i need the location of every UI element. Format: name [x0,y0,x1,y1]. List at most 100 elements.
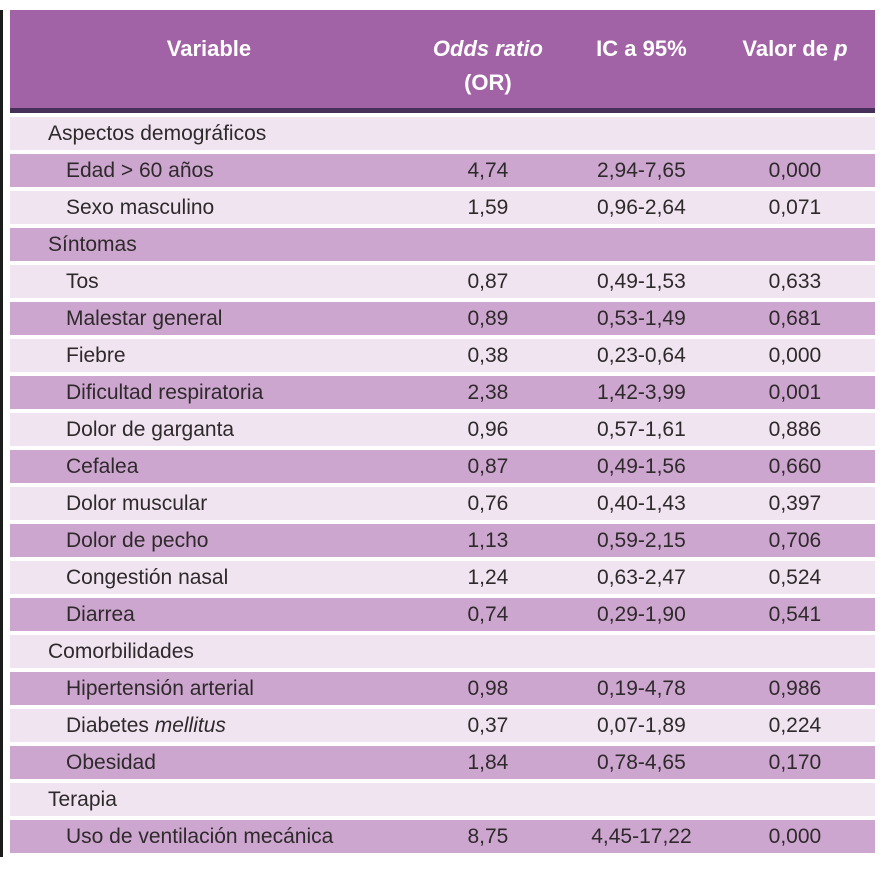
variable-cell: Sexo masculino [10,196,408,220]
odds-ratio-cell: 0,76 [467,491,509,515]
p-value-cell: 0,706 [768,528,822,552]
confidence-interval-cell: 0,49-1,53 [597,269,686,293]
variable-cell: Aspectos demográficos [10,122,408,146]
variable-cell: Obesidad [10,751,408,775]
variable-label: Dolor muscular [66,491,208,515]
table-row: Dolor de pecho 1,13 0,59-2,15 0,706 [10,524,875,557]
variable-cell: Hipertensión arterial [10,677,408,701]
table-row: Hipertensión arterial 0,98 0,19-4,78 0,9… [10,672,875,705]
variable-cell: Comorbilidades [10,640,408,664]
confidence-interval-cell: 2,94-7,65 [597,158,686,182]
confidence-interval-cell: 0,07-1,89 [597,713,686,737]
table-row: Fiebre 0,38 0,23-0,64 0,000 [10,339,875,372]
variable-label: Aspectos demográficos [48,121,267,145]
variable-cell: Fiebre [10,344,408,368]
table-row: Tos 0,87 0,49-1,53 0,633 [10,265,875,298]
confidence-interval-cell: 0,49-1,56 [597,454,686,478]
odds-ratio-cell: 0,96 [467,417,509,441]
confidence-interval-cell: 0,19-4,78 [597,676,686,700]
variable-cell: Dolor de garganta [10,418,408,442]
column-header-confidence-interval-label: IC a 95% [596,36,687,61]
variable-label: Uso de ventilación mecánica [66,824,334,848]
p-value-cell: 0,001 [768,380,822,404]
p-value-cell: 0,000 [768,343,822,367]
column-header-odds-ratio-line2: (OR) [464,70,512,95]
odds-ratio-cell: 2,38 [467,380,509,404]
table-row: Uso de ventilación mecánica 8,75 4,45-17… [10,820,875,853]
variable-label: Edad > 60 años [66,158,214,182]
variable-label: Cefalea [66,454,139,478]
table-row: Diabetes mellitus 0,37 0,07-1,89 0,224 [10,709,875,742]
variable-label: Dolor de pecho [66,528,209,552]
confidence-interval-cell: 0,78-4,65 [597,750,686,774]
variable-label: Terapia [48,787,117,811]
confidence-interval-cell: 0,29-1,90 [597,602,686,626]
confidence-interval-cell: 0,23-0,64 [597,343,686,367]
variable-cell: Malestar general [10,307,408,331]
variable-cell: Congestión nasal [10,566,408,590]
p-value-cell: 0,660 [768,454,822,478]
p-value-cell: 0,886 [768,417,822,441]
odds-ratio-cell: 1,13 [467,528,509,552]
p-value-cell: 0,000 [768,158,822,182]
odds-ratio-cell: 0,87 [467,269,509,293]
variable-cell: Dificultad respiratoria [10,381,408,405]
confidence-interval-cell: 0,59-2,15 [597,528,686,552]
odds-ratio-cell: 0,98 [467,676,509,700]
variable-label: Dificultad respiratoria [66,380,264,404]
variable-label: Comorbilidades [48,639,194,663]
p-value-cell: 0,986 [768,676,822,700]
table-row: Cefalea 0,87 0,49-1,56 0,660 [10,450,875,483]
variable-label-italic: mellitus [154,713,226,737]
odds-ratio-cell: 4,74 [467,158,509,182]
section-row: Aspectos demográficos [10,117,875,150]
variable-cell: Dolor de pecho [10,529,408,553]
odds-ratio-cell: 1,59 [467,195,509,219]
confidence-interval-cell: 0,57-1,61 [597,417,686,441]
odds-ratio-cell: 0,89 [467,306,509,330]
odds-ratio-cell: 0,38 [467,343,509,367]
p-value-cell: 0,524 [768,565,822,589]
table-row: Congestión nasal 1,24 0,63-2,47 0,524 [10,561,875,594]
confidence-interval-cell: 0,40-1,43 [597,491,686,515]
variable-label: Hipertensión arterial [66,676,254,700]
variable-cell: Diabetes mellitus [10,714,408,738]
variable-label: Tos [66,269,99,293]
column-header-p-value-prefix: Valor de [742,36,835,61]
table-body: Aspectos demográficos Edad > 60 años 4,7… [10,117,875,853]
column-header-odds-ratio-line1: Odds ratio [432,36,543,61]
variable-label: Fiebre [66,343,126,367]
variable-label: Sexo masculino [66,195,215,219]
table-row: Sexo masculino 1,59 0,96-2,64 0,071 [10,191,875,224]
column-header-p-value-symbol: p [834,36,848,61]
p-value-cell: 0,541 [768,602,822,626]
variable-cell: Dolor muscular [10,492,408,516]
variable-label: Obesidad [66,750,156,774]
table-header-row: Variable Odds ratio (OR) IC a 95% Valor … [10,10,875,113]
column-header-variable: Variable [10,32,408,100]
column-header-confidence-interval: IC a 95% [568,32,715,100]
odds-ratio-cell: 1,24 [467,565,509,589]
variable-cell: Uso de ventilación mecánica [10,825,408,849]
odds-ratio-cell: 1,84 [467,750,509,774]
odds-ratio-table: Variable Odds ratio (OR) IC a 95% Valor … [10,10,875,857]
variable-label: Dolor de garganta [66,417,235,441]
table-row: Dolor muscular 0,76 0,40-1,43 0,397 [10,487,875,520]
column-header-odds-ratio: Odds ratio (OR) [408,32,568,100]
variable-label: Congestión nasal [66,565,229,589]
variable-label: Síntomas [48,232,137,256]
table-row: Dolor de garganta 0,96 0,57-1,61 0,886 [10,413,875,446]
p-value-cell: 0,633 [768,269,822,293]
section-row: Síntomas [10,228,875,261]
table-row: Edad > 60 años 4,74 2,94-7,65 0,000 [10,154,875,187]
section-row: Terapia [10,783,875,816]
variable-cell: Terapia [10,788,408,812]
odds-ratio-cell: 8,75 [467,824,509,848]
confidence-interval-cell: 1,42-3,99 [597,380,686,404]
confidence-interval-cell: 4,45-17,22 [591,824,692,848]
column-header-variable-label: Variable [166,36,252,61]
variable-cell: Edad > 60 años [10,159,408,183]
p-value-cell: 0,071 [768,195,822,219]
p-value-cell: 0,000 [768,824,822,848]
variable-label: Diarrea [66,602,135,626]
